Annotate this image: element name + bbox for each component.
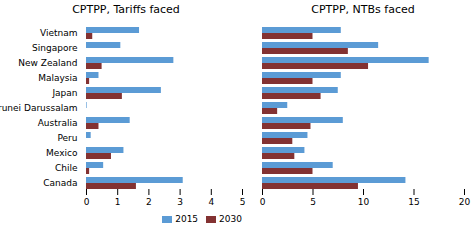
svg-text:0: 0: [260, 197, 266, 207]
svg-text:New Zealand: New Zealand: [18, 58, 77, 68]
html-text:CPTPP, NTBs faced: CPTPP, NTBs faced: [311, 3, 415, 16]
svg-text:1: 1: [115, 197, 121, 207]
svg-text:3: 3: [177, 197, 183, 207]
svg-text:Chile: Chile: [55, 163, 78, 173]
svg-text:Mexico: Mexico: [46, 148, 78, 158]
svg-text:15: 15: [408, 197, 419, 207]
svg-text:10: 10: [358, 197, 370, 207]
svg-text:5: 5: [310, 197, 316, 207]
svg-text:Malaysia: Malaysia: [38, 73, 77, 83]
svg-text:Singapore: Singapore: [32, 43, 78, 53]
svg-text:20: 20: [459, 197, 471, 207]
html-text:2015: 2015: [175, 214, 199, 224]
svg-text:0: 0: [84, 197, 90, 207]
svg-text:4: 4: [208, 197, 214, 207]
svg-text:Japan: Japan: [51, 88, 77, 98]
svg-text:5: 5: [240, 197, 246, 207]
html-text:2030: 2030: [219, 214, 242, 224]
svg-text:Brunei Darussalam: Brunei Darussalam: [0, 103, 78, 113]
svg-text:2: 2: [146, 197, 152, 207]
svg-text:Peru: Peru: [57, 133, 77, 143]
svg-text:Vietnam: Vietnam: [40, 28, 78, 38]
svg-text:Australia: Australia: [38, 118, 78, 128]
svg-text:Canada: Canada: [43, 178, 77, 188]
html-text:CPTPP, Tariffs faced: CPTPP, Tariffs faced: [72, 3, 180, 16]
